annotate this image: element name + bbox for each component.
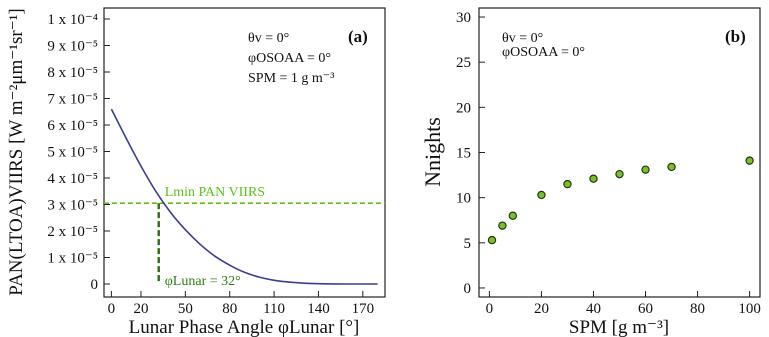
y-tick-label: 0 <box>91 277 99 293</box>
x-tick-label: 140 <box>307 301 330 317</box>
x-tick-label: 20 <box>534 301 549 317</box>
data-point <box>487 235 497 245</box>
panel-b: 0 5 10 15 20 25 30 0 20 40 60 80 100 θv = 0° φOSOAA… <box>420 7 761 337</box>
panel-b-y-ticks: 0 5 10 15 20 25 30 <box>456 10 485 297</box>
y-tick-label: 6 x 10⁻⁵ <box>47 118 98 134</box>
panel-a-frame <box>103 7 386 298</box>
panel-a-x-ticks: 0 20 50 80 110 140 170 <box>108 291 374 317</box>
panel-a-y-axis-label: PAN(LTOA)VIIRS [W m⁻²μm⁻¹sr⁻¹] <box>6 8 27 296</box>
y-tick-label: 1 x 10⁻⁵ <box>47 251 98 267</box>
phase-angle-label: φLunar = 32° <box>165 274 241 289</box>
x-tick-label: 20 <box>133 301 148 317</box>
data-point <box>745 156 754 165</box>
x-tick-label: 0 <box>108 301 116 317</box>
x-tick-label: 0 <box>486 301 494 317</box>
y-tick-label: 25 <box>456 55 471 71</box>
data-point <box>508 211 518 220</box>
x-tick-label: 170 <box>352 301 375 317</box>
x-tick-label: 110 <box>263 301 285 317</box>
panel-a-info-azimuth: φOSOAA = 0° <box>248 51 331 66</box>
y-tick-label: 5 x 10⁻⁵ <box>47 145 98 161</box>
y-tick-label: 7 x 10⁻⁵ <box>47 92 98 108</box>
y-tick-label: 8 x 10⁻⁵ <box>47 65 98 81</box>
panel-b-info-view-angle: θv = 0° <box>502 31 543 46</box>
radiance-curve <box>110 108 378 285</box>
panel-b-id: (b) <box>725 27 746 46</box>
panel-a: 0 1 x 10⁻⁵ 2 x 10⁻⁵ 3 x 10⁻⁵ 4 x 10⁻⁵ 5 x 10⁻… <box>6 7 386 337</box>
x-tick-label: 80 <box>222 301 237 317</box>
threshold-label: Lmin PAN VIIRS <box>165 185 265 200</box>
y-tick-label: 3 x 10⁻⁵ <box>47 198 98 214</box>
y-tick-label: 4 x 10⁻⁵ <box>47 171 98 187</box>
panel-a-x-axis-label: Lunar Phase Angle φLunar [°] <box>129 317 360 337</box>
data-point <box>641 165 650 174</box>
data-point <box>563 179 572 189</box>
panel-b-y-axis-label: Nnights <box>420 117 445 187</box>
data-point <box>615 169 624 179</box>
y-tick-label: 1 x 10⁻⁴ <box>47 12 98 28</box>
data-point <box>537 190 546 200</box>
x-tick-label: 100 <box>738 301 761 317</box>
panel-b-x-ticks: 0 20 40 60 80 100 <box>486 291 761 317</box>
panel-a-id: (a) <box>348 27 368 46</box>
y-tick-label: 15 <box>456 146 471 162</box>
data-point <box>498 221 507 230</box>
y-tick-label: 2 x 10⁻⁵ <box>47 224 98 240</box>
panel-a-info-spm: SPM = 1 g m⁻³ <box>248 71 334 86</box>
data-point <box>589 174 598 183</box>
y-tick-label: 20 <box>456 100 471 116</box>
x-tick-label: 40 <box>586 301 601 317</box>
x-tick-label: 80 <box>690 301 705 317</box>
x-tick-label: 60 <box>638 301 653 317</box>
data-point <box>667 162 676 172</box>
y-tick-label: 9 x 10⁻⁵ <box>47 39 98 55</box>
panel-b-points <box>487 156 754 245</box>
y-tick-label: 30 <box>456 10 471 26</box>
y-tick-label: 0 <box>464 281 472 297</box>
panel-b-info-azimuth: φOSOAA = 0° <box>502 45 585 60</box>
y-tick-label: 5 <box>464 236 472 252</box>
panel-a-info-view-angle: θv = 0° <box>248 31 289 46</box>
panel-b-x-axis-label: SPM [g m⁻³] <box>569 317 669 337</box>
y-tick-label: 10 <box>456 191 471 207</box>
x-tick-label: 50 <box>178 301 193 317</box>
panel-a-y-ticks: 0 1 x 10⁻⁵ 2 x 10⁻⁵ 3 x 10⁻⁵ 4 x 10⁻⁵ 5 x 10⁻… <box>47 12 110 293</box>
